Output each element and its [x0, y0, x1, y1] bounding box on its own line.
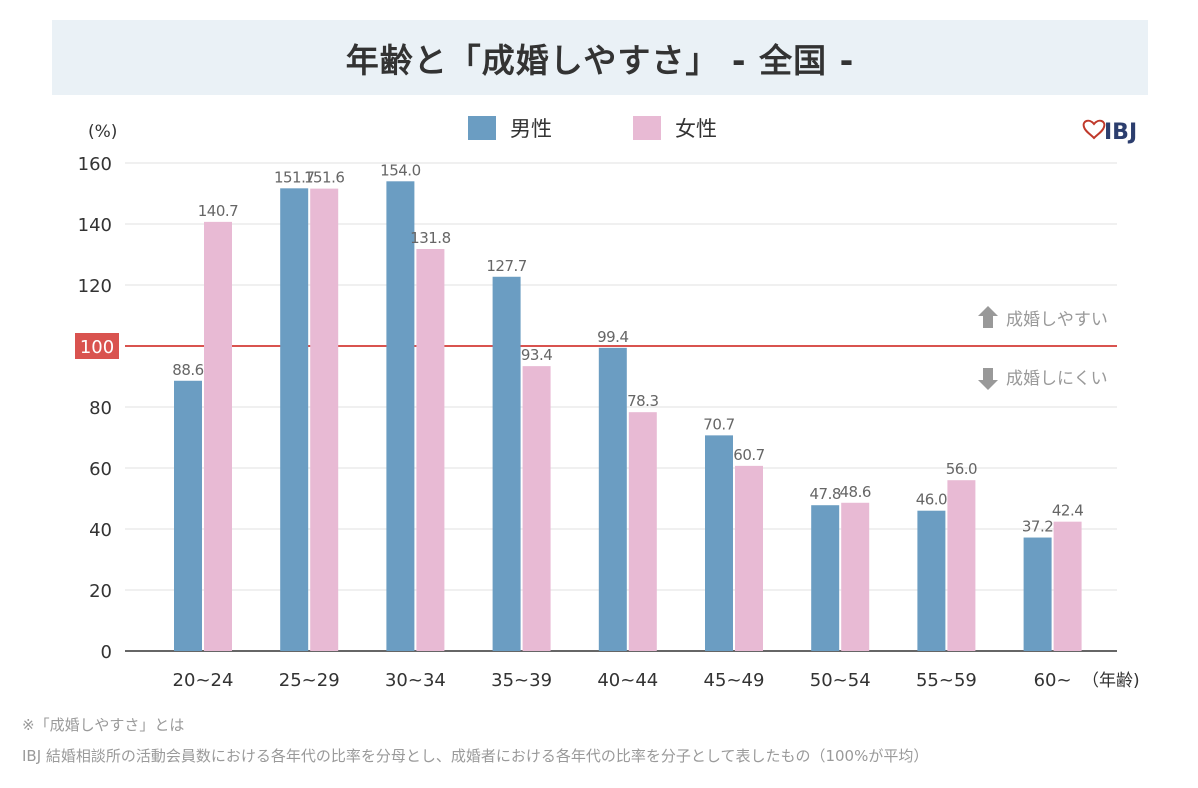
data-label: 48.6	[839, 483, 870, 501]
annotation-below: 成婚しにくい	[978, 368, 1108, 390]
bar-female	[735, 465, 763, 651]
x-tick-label: 35~39	[491, 670, 552, 691]
y-tick-label: 80	[89, 398, 112, 419]
data-label: 154.0	[380, 161, 420, 179]
annotation-below-text: 成婚しにくい	[1006, 369, 1108, 389]
x-tick-label: 40~44	[597, 670, 658, 691]
y-tick-label: 140	[78, 215, 112, 236]
x-tick-label: 20~24	[173, 670, 234, 691]
data-label: 151.6	[304, 169, 344, 187]
footnote-heading: ※「成婚しやすさ」とは	[22, 716, 185, 734]
arrow-up-icon	[978, 306, 998, 328]
bar-female	[204, 221, 232, 652]
data-label: 93.4	[521, 346, 552, 364]
annotation-above: 成婚しやすい	[978, 306, 1108, 330]
legend-label-female: 女性	[675, 117, 717, 141]
logo: IBJ	[1082, 119, 1137, 145]
bar-male	[386, 181, 415, 652]
x-axis-label: （年齢)	[1082, 671, 1140, 691]
bar-male	[598, 347, 627, 651]
bar-male	[811, 505, 840, 651]
heart-icon	[1082, 119, 1106, 140]
data-label: 47.8	[809, 485, 840, 503]
y-tick-label: 60	[89, 459, 112, 480]
data-label: 151.7	[274, 168, 314, 186]
x-tick-label: 30~34	[385, 670, 446, 691]
bar-male	[280, 188, 309, 651]
data-label: 42.4	[1052, 502, 1083, 520]
legend-swatch-female	[633, 116, 661, 140]
x-tick-label: 50~54	[810, 670, 871, 691]
y-tick-label: 120	[78, 276, 112, 297]
bar-male	[705, 435, 733, 651]
data-label: 46.0	[916, 491, 947, 509]
data-label: 70.7	[703, 415, 734, 433]
x-tick-label: 25~29	[279, 670, 340, 691]
bar-male	[917, 510, 946, 651]
footnote-body: IBJ 結婚相談所の活動会員数における各年代の比率を分母とし、成婚者における各年…	[22, 747, 929, 765]
data-label: 60.7	[733, 446, 764, 464]
data-label: 37.2	[1022, 518, 1053, 536]
reference-label: 100	[80, 337, 114, 358]
data-label: 88.6	[172, 361, 203, 379]
x-tick-label: 55~59	[916, 670, 977, 691]
reference-label-bg	[75, 333, 119, 359]
x-tick-label: 45~49	[704, 670, 765, 691]
bar-female	[628, 412, 657, 651]
y-tick-label: 20	[89, 581, 112, 602]
title-band: 年齢と「成婚しやすさ」 - 全国 -	[52, 20, 1148, 95]
x-tick-label: 60~	[1034, 670, 1072, 691]
bar-female	[416, 249, 445, 651]
bar-female	[522, 366, 551, 651]
data-label: 131.8	[410, 229, 450, 247]
y-tick-label: 0	[101, 642, 112, 663]
bar-male	[492, 276, 521, 651]
bar-male	[1023, 537, 1052, 651]
y-tick-label: 40	[89, 520, 112, 541]
data-label: 56.0	[946, 460, 977, 478]
data-label: 99.4	[597, 328, 628, 346]
bar-female	[841, 502, 870, 651]
y-axis-ticks: 0 20 40 60 80 120 140 160	[78, 154, 112, 663]
y-axis-label: (%)	[88, 122, 117, 142]
bar-female	[310, 188, 339, 651]
y-tick-label: 160	[78, 154, 112, 175]
data-label: 78.3	[627, 392, 658, 410]
data-label: 140.7	[198, 202, 238, 220]
arrow-down-icon	[978, 368, 998, 390]
bar-male	[174, 380, 202, 651]
legend-swatch-male	[468, 116, 496, 140]
legend: 男性 女性	[468, 116, 717, 141]
x-axis-ticks: 20~24 25~29 30~34 35~39 40~44 45~49 50~54 55~59…	[173, 670, 1072, 691]
bar-female	[947, 480, 976, 651]
annotation-above-text: 成婚しやすい	[1006, 310, 1108, 330]
bar-female	[1053, 521, 1082, 651]
logo-text: IBJ	[1104, 120, 1137, 145]
legend-label-male: 男性	[510, 117, 552, 141]
chart-title: 年齢と「成婚しやすさ」 - 全国 -	[345, 40, 855, 80]
data-label: 127.7	[486, 257, 526, 275]
